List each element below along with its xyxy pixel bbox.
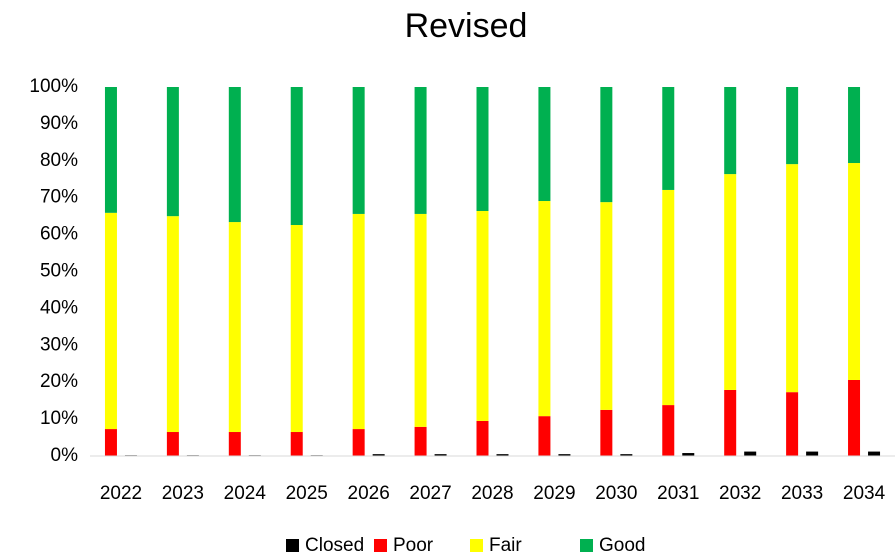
x-tick-label: 2025 — [286, 483, 328, 504]
bar-segment — [476, 87, 489, 211]
bar — [558, 454, 571, 456]
bar — [434, 454, 447, 456]
bar — [496, 454, 509, 456]
bar — [682, 453, 695, 456]
bar-segment — [104, 87, 117, 213]
bar-segment — [352, 429, 365, 456]
bar-segment — [538, 87, 551, 202]
bar-segment — [848, 163, 861, 380]
bar-segment — [662, 87, 675, 190]
bar-segment — [104, 429, 117, 456]
bar-segment — [724, 174, 737, 390]
x-tick-label: 2028 — [471, 483, 513, 504]
bar-segment — [228, 87, 241, 223]
x-tick-label: 2027 — [409, 483, 451, 504]
bar — [806, 451, 819, 456]
x-tick-label: 2030 — [595, 483, 637, 504]
bar — [868, 451, 881, 456]
bar — [744, 451, 757, 456]
bar-segment — [538, 416, 551, 456]
bar-segment — [290, 432, 303, 456]
bar-segment — [290, 87, 303, 226]
x-tick-label: 2029 — [533, 483, 575, 504]
bar-segment — [414, 87, 427, 214]
legend-swatch — [286, 539, 299, 552]
y-tick-label: 50% — [40, 261, 78, 282]
bar-segment — [414, 213, 427, 427]
bar-segment — [600, 409, 613, 456]
y-tick-label: 30% — [40, 334, 78, 355]
legend-label: Poor — [393, 535, 434, 556]
legend-label: Good — [599, 535, 645, 556]
legend-swatch — [374, 539, 387, 552]
bar-segment — [662, 405, 675, 456]
bar — [620, 454, 633, 456]
legend-label: Closed — [305, 535, 364, 556]
y-tick-label: 70% — [40, 187, 78, 208]
bar-segment — [166, 87, 179, 217]
x-tick-label: 2031 — [657, 483, 699, 504]
chart-title: Revised — [405, 7, 528, 45]
x-tick-label: 2026 — [348, 483, 390, 504]
y-tick-label: 0% — [51, 445, 79, 466]
x-tick-label: 2023 — [162, 483, 204, 504]
bar-segment — [538, 201, 551, 417]
bar-segment — [414, 426, 427, 456]
y-tick-label: 90% — [40, 113, 78, 134]
bar-segment — [848, 87, 861, 164]
bar-segment — [228, 432, 241, 456]
bar-segment — [352, 87, 365, 214]
y-tick-label: 100% — [29, 76, 78, 97]
y-tick-label: 40% — [40, 297, 78, 318]
bar-segment — [290, 225, 303, 433]
bar-segment — [476, 210, 489, 421]
bar-segment — [476, 420, 489, 456]
bar-segment — [724, 87, 737, 175]
bar-segment — [600, 87, 613, 203]
x-tick-label: 2033 — [781, 483, 823, 504]
x-tick-label: 2022 — [100, 483, 142, 504]
y-tick-label: 60% — [40, 224, 78, 245]
bar-segment — [228, 222, 241, 433]
y-tick-label: 80% — [40, 150, 78, 171]
bar — [372, 454, 385, 456]
bar-segment — [786, 164, 799, 393]
bar-segment — [662, 189, 675, 406]
x-tick-label: 2034 — [843, 483, 886, 504]
bar-segment — [166, 432, 179, 456]
bar-segment — [352, 213, 365, 430]
legend-swatch — [470, 539, 483, 552]
bar-segment — [848, 379, 861, 456]
y-tick-label: 20% — [40, 371, 78, 392]
legend-label: Fair — [489, 535, 522, 556]
y-tick-label: 10% — [40, 408, 78, 429]
bar-segment — [786, 392, 799, 456]
bar-segment — [600, 202, 613, 410]
bar-segment — [786, 87, 799, 165]
bar-segment — [724, 389, 737, 456]
x-tick-label: 2032 — [719, 483, 761, 504]
x-tick-label: 2024 — [224, 483, 267, 504]
bar-segment — [104, 212, 117, 430]
legend-swatch — [580, 539, 593, 552]
bar-segment — [166, 216, 179, 433]
